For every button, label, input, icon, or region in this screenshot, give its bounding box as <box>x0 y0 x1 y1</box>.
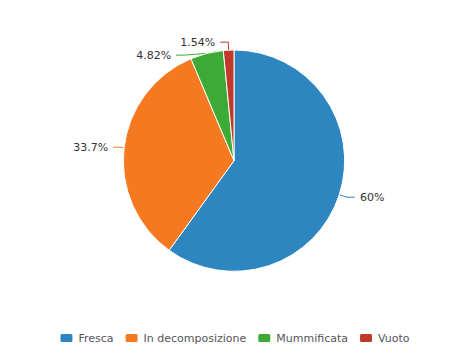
svg-text:1.54%: 1.54% <box>180 36 215 49</box>
svg-text:60%: 60% <box>360 191 384 204</box>
svg-text:In decomposizione: In decomposizione <box>144 332 247 345</box>
svg-text:Vuoto: Vuoto <box>378 332 410 345</box>
svg-text:Fresca: Fresca <box>78 332 113 345</box>
svg-text:33.7%: 33.7% <box>73 141 108 154</box>
svg-text:4.82%: 4.82% <box>136 49 171 62</box>
svg-text:Mummificata: Mummificata <box>276 332 348 345</box>
